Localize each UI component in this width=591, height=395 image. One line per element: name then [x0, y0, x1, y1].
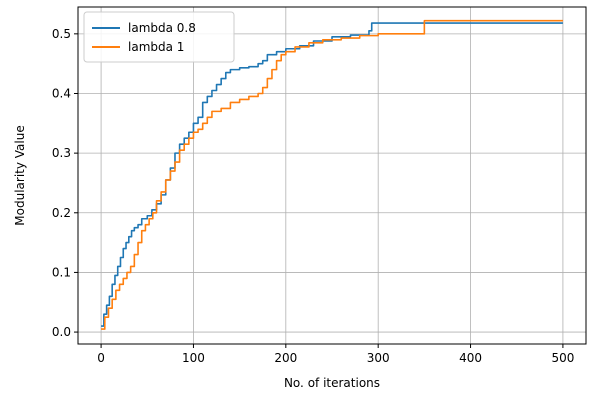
- y-tick-label: 0.1: [52, 265, 71, 279]
- axis-ticks: 0 100 200 300 400 500 0.0 0.1 0.2 0.3 0.4 0.5: [52, 27, 574, 365]
- y-tick-label: 0.5: [52, 27, 71, 41]
- y-tick-label: 0.4: [52, 86, 71, 100]
- y-tick-label: 0.2: [52, 206, 71, 220]
- legend: lambda 0.8 lambda 1: [83, 11, 235, 63]
- y-tick-label: 0.0: [52, 325, 71, 339]
- y-tick-label: 0.3: [52, 146, 71, 160]
- x-tick-label: 100: [182, 351, 205, 365]
- series-line-lambda-1: [101, 19, 563, 330]
- legend-label: lambda 0.8: [128, 21, 196, 35]
- y-axis-label: Modularity Value: [13, 125, 27, 225]
- x-tick-label: 300: [367, 351, 390, 365]
- x-tick-label: 0: [97, 351, 105, 365]
- x-tick-label: 400: [459, 351, 482, 365]
- x-tick-label: 500: [551, 351, 574, 365]
- x-axis-label: No. of iterations: [284, 376, 380, 390]
- series-lines: [101, 19, 563, 330]
- x-tick-label: 200: [274, 351, 297, 365]
- plot-frame: [77, 6, 587, 345]
- legend-box: [83, 11, 235, 63]
- legend-label: lambda 1: [128, 40, 184, 54]
